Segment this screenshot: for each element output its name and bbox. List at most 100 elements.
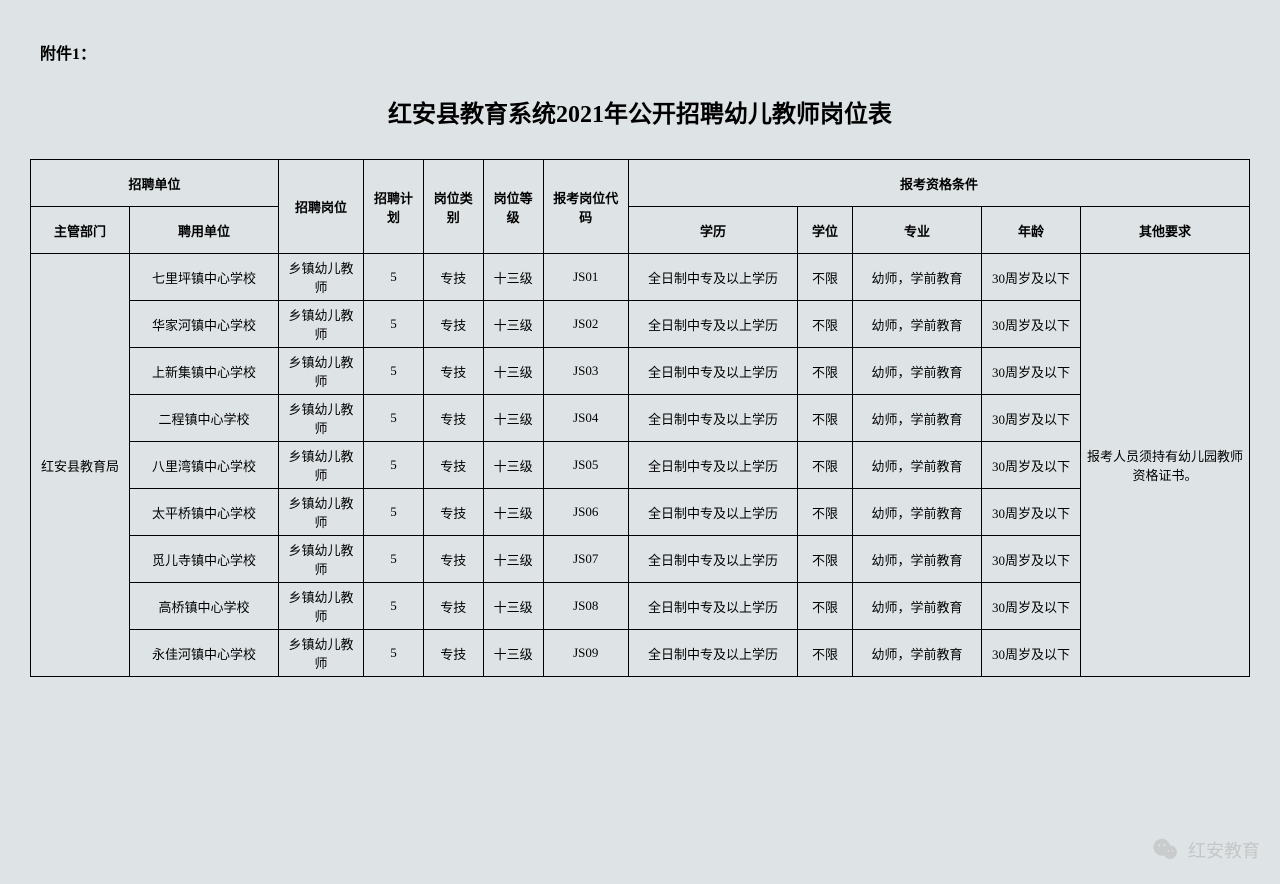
cell-plan: 5 [364,583,424,630]
cell-employer: 八里湾镇中心学校 [130,442,279,489]
cell-post: 乡镇幼儿教师 [279,536,364,583]
cell-code: JS06 [543,489,628,536]
header-other: 其他要求 [1081,207,1250,254]
cell-major: 幼师，学前教育 [853,348,982,395]
cell-category: 专技 [423,348,483,395]
cell-age: 30周岁及以下 [982,301,1081,348]
cell-plan: 5 [364,442,424,489]
cell-code: JS01 [543,254,628,301]
header-row-1: 招聘单位 招聘岗位 招聘计划 岗位类别 岗位等级 报考岗位代码 报考资格条件 [31,160,1250,207]
cell-employer: 永佳河镇中心学校 [130,630,279,677]
cell-grade: 十三级 [483,348,543,395]
cell-grade: 十三级 [483,254,543,301]
document-page: 附件1： 红安县教育系统2021年公开招聘幼儿教师岗位表 招聘单位 招聘岗位 招… [0,0,1280,707]
table-row: 二程镇中心学校乡镇幼儿教师5专技十三级JS04全日制中专及以上学历不限幼师，学前… [31,395,1250,442]
cell-major: 幼师，学前教育 [853,489,982,536]
cell-department: 红安县教育局 [31,254,130,677]
table-row: 红安县教育局七里坪镇中心学校乡镇幼儿教师5专技十三级JS01全日制中专及以上学历… [31,254,1250,301]
cell-degree: 不限 [798,630,853,677]
cell-category: 专技 [423,630,483,677]
cell-plan: 5 [364,536,424,583]
table-row: 永佳河镇中心学校乡镇幼儿教师5专技十三级JS09全日制中专及以上学历不限幼师，学… [31,630,1250,677]
table-row: 太平桥镇中心学校乡镇幼儿教师5专技十三级JS06全日制中专及以上学历不限幼师，学… [31,489,1250,536]
cell-grade: 十三级 [483,395,543,442]
cell-major: 幼师，学前教育 [853,630,982,677]
cell-post: 乡镇幼儿教师 [279,630,364,677]
cell-post: 乡镇幼儿教师 [279,395,364,442]
header-major: 专业 [853,207,982,254]
cell-education: 全日制中专及以上学历 [629,395,798,442]
cell-category: 专技 [423,536,483,583]
cell-post: 乡镇幼儿教师 [279,301,364,348]
cell-age: 30周岁及以下 [982,583,1081,630]
cell-education: 全日制中专及以上学历 [629,442,798,489]
cell-employer: 二程镇中心学校 [130,395,279,442]
table-row: 觅儿寺镇中心学校乡镇幼儿教师5专技十三级JS07全日制中专及以上学历不限幼师，学… [31,536,1250,583]
header-exam-code: 报考岗位代码 [543,160,628,254]
cell-category: 专技 [423,583,483,630]
cell-post: 乡镇幼儿教师 [279,442,364,489]
watermark-text: 红安教育 [1188,837,1260,863]
cell-grade: 十三级 [483,442,543,489]
cell-education: 全日制中专及以上学历 [629,301,798,348]
cell-degree: 不限 [798,348,853,395]
cell-post: 乡镇幼儿教师 [279,254,364,301]
cell-code: JS02 [543,301,628,348]
cell-employer: 华家河镇中心学校 [130,301,279,348]
cell-employer: 高桥镇中心学校 [130,583,279,630]
cell-grade: 十三级 [483,489,543,536]
table-row: 上新集镇中心学校乡镇幼儿教师5专技十三级JS03全日制中专及以上学历不限幼师，学… [31,348,1250,395]
cell-degree: 不限 [798,536,853,583]
attachment-label: 附件1： [40,40,1250,64]
header-qualification: 报考资格条件 [629,160,1250,207]
cell-grade: 十三级 [483,583,543,630]
cell-major: 幼师，学前教育 [853,583,982,630]
header-recruit-post: 招聘岗位 [279,160,364,254]
cell-age: 30周岁及以下 [982,489,1081,536]
cell-employer: 七里坪镇中心学校 [130,254,279,301]
header-department: 主管部门 [31,207,130,254]
cell-major: 幼师，学前教育 [853,536,982,583]
cell-degree: 不限 [798,489,853,536]
cell-employer: 上新集镇中心学校 [130,348,279,395]
cell-degree: 不限 [798,442,853,489]
cell-plan: 5 [364,254,424,301]
recruitment-table: 招聘单位 招聘岗位 招聘计划 岗位类别 岗位等级 报考岗位代码 报考资格条件 主… [30,159,1250,677]
cell-major: 幼师，学前教育 [853,442,982,489]
cell-education: 全日制中专及以上学历 [629,630,798,677]
cell-code: JS03 [543,348,628,395]
cell-grade: 十三级 [483,536,543,583]
cell-major: 幼师，学前教育 [853,301,982,348]
header-education: 学历 [629,207,798,254]
header-post-grade: 岗位等级 [483,160,543,254]
cell-plan: 5 [364,395,424,442]
cell-age: 30周岁及以下 [982,395,1081,442]
cell-age: 30周岁及以下 [982,348,1081,395]
cell-major: 幼师，学前教育 [853,395,982,442]
cell-degree: 不限 [798,301,853,348]
cell-degree: 不限 [798,395,853,442]
cell-education: 全日制中专及以上学历 [629,254,798,301]
watermark: 红安教育 [1152,836,1260,864]
header-employer: 聘用单位 [130,207,279,254]
header-row-2: 主管部门 聘用单位 学历 学位 专业 年龄 其他要求 [31,207,1250,254]
cell-education: 全日制中专及以上学历 [629,348,798,395]
cell-age: 30周岁及以下 [982,630,1081,677]
cell-category: 专技 [423,489,483,536]
cell-education: 全日制中专及以上学历 [629,489,798,536]
table-row: 华家河镇中心学校乡镇幼儿教师5专技十三级JS02全日制中专及以上学历不限幼师，学… [31,301,1250,348]
cell-plan: 5 [364,630,424,677]
cell-education: 全日制中专及以上学历 [629,583,798,630]
cell-major: 幼师，学前教育 [853,254,982,301]
cell-code: JS05 [543,442,628,489]
cell-grade: 十三级 [483,630,543,677]
header-recruit-plan: 招聘计划 [364,160,424,254]
cell-age: 30周岁及以下 [982,536,1081,583]
cell-employer: 太平桥镇中心学校 [130,489,279,536]
cell-other-requirement: 报考人员须持有幼儿园教师资格证书。 [1081,254,1250,677]
cell-category: 专技 [423,442,483,489]
header-degree: 学位 [798,207,853,254]
cell-category: 专技 [423,301,483,348]
cell-degree: 不限 [798,583,853,630]
cell-post: 乡镇幼儿教师 [279,348,364,395]
